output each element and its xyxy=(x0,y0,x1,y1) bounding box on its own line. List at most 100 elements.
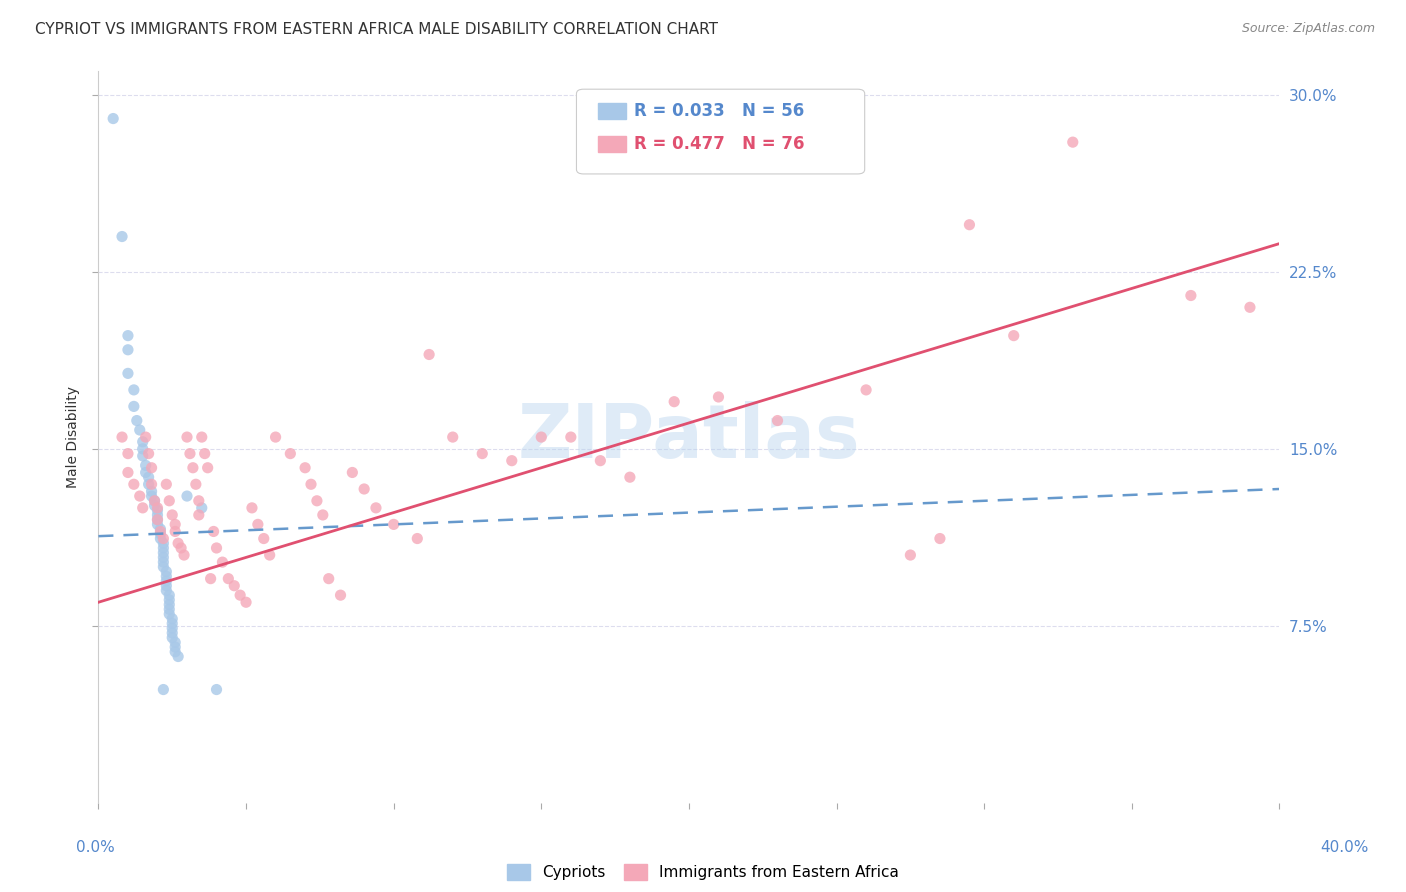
Point xyxy=(146,500,169,515)
Point xyxy=(117,343,139,357)
Point xyxy=(111,229,134,244)
Point xyxy=(181,460,204,475)
Point xyxy=(205,541,228,555)
Point xyxy=(111,430,134,444)
Point xyxy=(155,477,177,491)
Point xyxy=(707,390,730,404)
Point xyxy=(141,484,163,499)
Point xyxy=(205,682,228,697)
Point xyxy=(155,579,177,593)
Point xyxy=(122,383,145,397)
Point xyxy=(165,640,187,654)
Point xyxy=(152,682,174,697)
Point xyxy=(259,548,281,562)
Point xyxy=(406,532,429,546)
Point xyxy=(1002,328,1025,343)
Point xyxy=(132,434,155,449)
Point xyxy=(152,550,174,565)
Point xyxy=(501,453,523,467)
Point xyxy=(170,541,193,555)
Point xyxy=(167,536,190,550)
Point xyxy=(312,508,335,522)
Point xyxy=(141,489,163,503)
Point xyxy=(191,430,214,444)
Point xyxy=(117,447,139,461)
Point xyxy=(146,517,169,532)
Point xyxy=(117,466,139,480)
Point xyxy=(229,588,252,602)
Text: 0.0%: 0.0% xyxy=(76,840,115,855)
Point xyxy=(560,430,582,444)
Point xyxy=(135,466,157,480)
Point xyxy=(149,532,172,546)
Point xyxy=(253,532,276,546)
Point xyxy=(152,536,174,550)
Point xyxy=(299,477,322,491)
Point xyxy=(132,500,155,515)
Point xyxy=(342,466,364,480)
Point xyxy=(928,532,950,546)
Point xyxy=(278,447,302,461)
Point xyxy=(138,447,160,461)
Point xyxy=(146,513,169,527)
Point xyxy=(155,574,177,588)
Point xyxy=(141,460,163,475)
Text: 40.0%: 40.0% xyxy=(1320,840,1368,855)
Point xyxy=(471,447,494,461)
Point xyxy=(152,541,174,555)
Point xyxy=(135,458,157,473)
Point xyxy=(157,598,180,612)
Point xyxy=(152,555,174,569)
Point xyxy=(165,635,187,649)
Point xyxy=(162,612,183,626)
Point xyxy=(167,649,190,664)
Point xyxy=(152,546,174,560)
Point xyxy=(197,460,219,475)
Text: ZIPatlas: ZIPatlas xyxy=(517,401,860,474)
Point xyxy=(200,572,222,586)
Point xyxy=(152,532,174,546)
Point xyxy=(217,572,239,586)
Point xyxy=(191,500,214,515)
Point xyxy=(176,489,198,503)
Point xyxy=(143,493,166,508)
Point xyxy=(162,621,183,635)
Point xyxy=(202,524,225,539)
Point xyxy=(162,616,183,631)
Point xyxy=(143,493,166,508)
Point xyxy=(122,477,145,491)
Point xyxy=(664,394,686,409)
Point xyxy=(146,503,169,517)
Point xyxy=(143,499,166,513)
Point xyxy=(162,626,183,640)
Point xyxy=(194,447,217,461)
Point xyxy=(125,413,148,427)
Point xyxy=(855,383,877,397)
Point xyxy=(176,430,198,444)
Point xyxy=(318,572,340,586)
Point xyxy=(162,508,183,522)
Point xyxy=(135,430,157,444)
Point xyxy=(1062,135,1084,149)
Point xyxy=(149,524,172,539)
Point xyxy=(589,453,612,467)
Point xyxy=(162,631,183,645)
Legend: Cypriots, Immigrants from Eastern Africa: Cypriots, Immigrants from Eastern Africa xyxy=(508,864,898,880)
Point xyxy=(103,112,125,126)
Point xyxy=(619,470,641,484)
Point xyxy=(155,565,177,579)
Point xyxy=(235,595,257,609)
Point xyxy=(264,430,287,444)
Text: Source: ZipAtlas.com: Source: ZipAtlas.com xyxy=(1241,22,1375,36)
Point xyxy=(187,508,209,522)
Point xyxy=(165,517,187,532)
Point xyxy=(187,493,209,508)
Point xyxy=(132,449,155,463)
Point xyxy=(141,477,163,491)
Point xyxy=(530,430,553,444)
Point xyxy=(418,347,440,361)
Point xyxy=(900,548,922,562)
Point xyxy=(353,482,375,496)
Point xyxy=(959,218,981,232)
Point xyxy=(224,579,246,593)
